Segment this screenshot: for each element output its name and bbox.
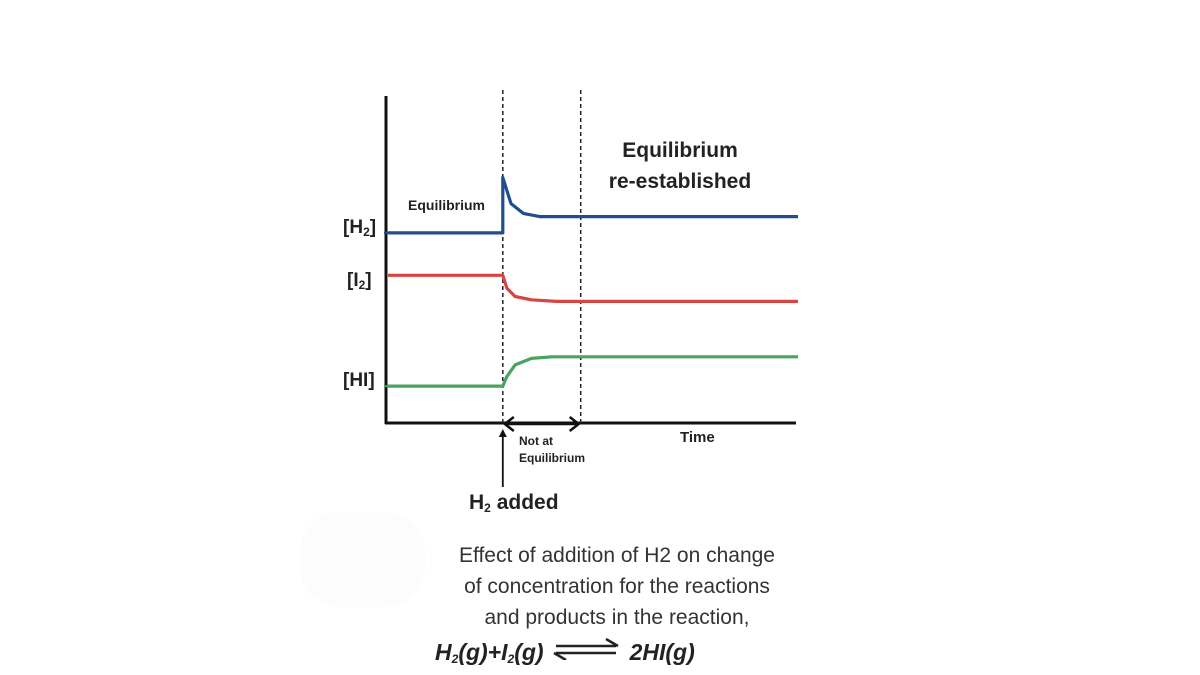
span-arrow-right-icon	[568, 416, 581, 432]
not-at-line-1: Not at	[519, 434, 553, 448]
equilibrium-arrow-icon	[552, 638, 619, 660]
caption: Effect of addition of H2 on change of co…	[417, 540, 817, 633]
y-label-i2: [I2]	[347, 270, 372, 292]
not-at-line-2: Equilibrium	[519, 451, 585, 465]
reestablished-line-1: Equilibrium	[622, 139, 738, 162]
x-axis-label: Time	[680, 429, 715, 446]
not-at-equilibrium-label: Not at Equilibrium	[519, 433, 585, 467]
reestablished-line-2: re-established	[608, 170, 752, 193]
background-blur	[300, 512, 425, 607]
reaction-equation: H2(g)+I2(g) 2HI(g)	[435, 638, 695, 666]
caption-line-2: of concentration for the reactions	[464, 575, 770, 598]
span-arrow-left-icon	[502, 416, 515, 432]
equilibrium-label: Equilibrium	[408, 197, 485, 213]
series-line-i2	[388, 273, 798, 303]
series-line-h2	[388, 175, 798, 235]
h2-added-label: H2 added	[469, 491, 559, 515]
equilibrium-reestablished-label: Equilibrium re-established	[590, 135, 770, 197]
series-line-hi	[388, 355, 798, 388]
y-label-hi: [HI]	[343, 370, 375, 391]
caption-line-3: and products in the reaction,	[484, 606, 750, 629]
h2-added-arrow-head-icon	[498, 429, 507, 437]
y-label-h2: [H2]	[343, 217, 377, 239]
caption-line-1: Effect of addition of H2 on change	[458, 544, 775, 567]
